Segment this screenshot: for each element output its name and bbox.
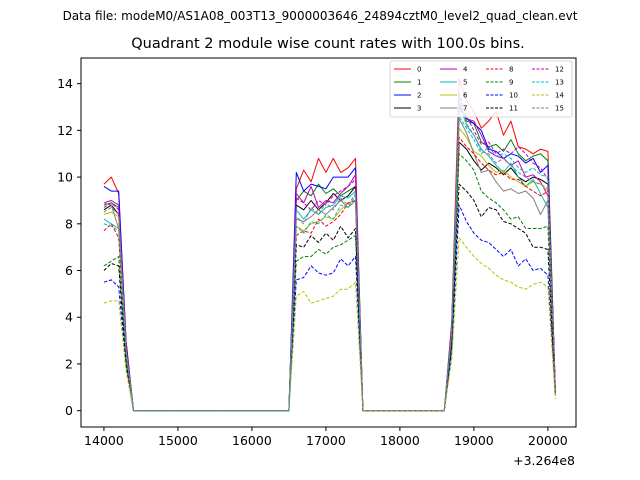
legend-label-4: 4 [463, 66, 468, 74]
legend-label-5: 5 [463, 79, 467, 87]
y-tick-label: 0 [65, 403, 73, 418]
y-axis: 0 2 4 6 8 10 12 14 [57, 76, 81, 418]
y-tick-label: 12 [57, 123, 73, 138]
y-tick-label: 14 [57, 76, 73, 91]
legend-label-13: 13 [555, 79, 564, 87]
chart-title: Quadrant 2 module wise count rates with … [131, 36, 525, 52]
y-tick-label: 8 [65, 216, 73, 231]
legend-label-10: 10 [509, 92, 518, 100]
legend-label-1: 1 [417, 79, 421, 87]
series-layer [103, 78, 556, 412]
y-tick-label: 4 [65, 310, 73, 325]
x-tick-label: 16000 [232, 433, 272, 448]
legend-box [389, 60, 573, 118]
y-tick-label: 2 [65, 356, 73, 371]
legend-label-0: 0 [417, 66, 421, 74]
legend-label-14: 14 [555, 92, 564, 100]
legend-label-3: 3 [417, 105, 421, 113]
series-line-15 [103, 108, 556, 412]
x-axis: 14000 15000 16000 17000 18000 19000 20000 [84, 427, 568, 448]
axes-frame [80, 57, 577, 428]
legend-label-7: 7 [463, 105, 467, 113]
x-tick-label: 20000 [528, 433, 568, 448]
y-tick-label: 6 [65, 263, 73, 278]
x-tick-label: 15000 [158, 433, 198, 448]
x-tick-label: 19000 [454, 433, 494, 448]
legend-label-15: 15 [555, 105, 564, 113]
x-tick-label: 18000 [380, 433, 420, 448]
x-offset-label: +3.264e8 [513, 453, 575, 468]
legend-label-11: 11 [509, 105, 518, 113]
plot-area [80, 57, 577, 428]
legend-label-12: 12 [555, 66, 564, 74]
legend-label-6: 6 [463, 92, 468, 100]
legend-label-2: 2 [417, 92, 421, 100]
figure-suptitle: Data file: modeM0/AS1A08_003T13_90000036… [63, 9, 578, 23]
y-tick-label: 10 [57, 170, 73, 185]
legend-label-9: 9 [509, 79, 513, 87]
legend-label-8: 8 [509, 66, 513, 74]
x-tick-label: 14000 [84, 433, 124, 448]
x-tick-label: 17000 [306, 433, 346, 448]
